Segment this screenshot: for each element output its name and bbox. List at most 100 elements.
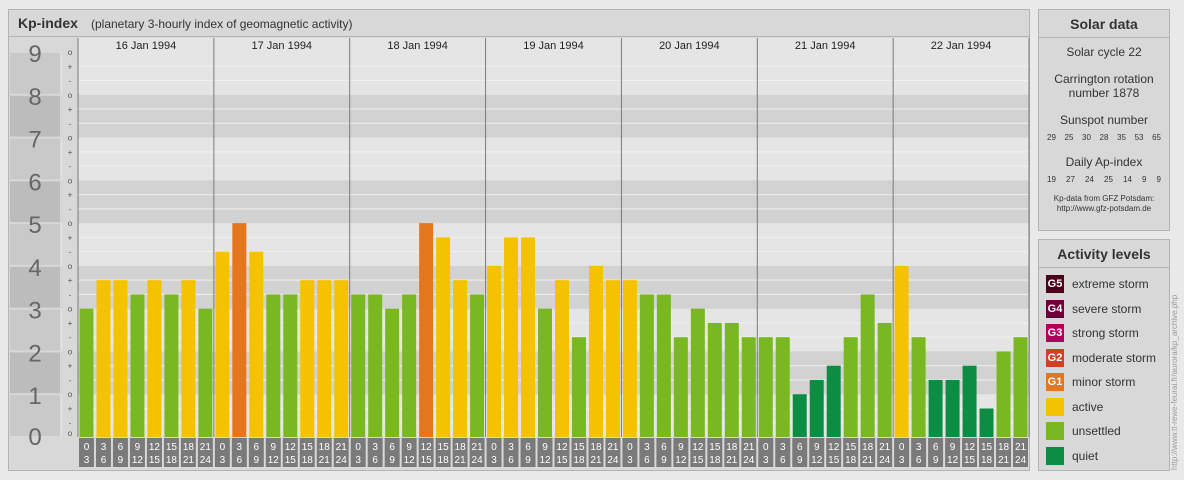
- data-source-link[interactable]: http://www.gfz-potsdam.de: [1056, 204, 1152, 213]
- hour-label-end: 3: [899, 455, 905, 466]
- day-label: 20 Jan 1994: [659, 40, 720, 52]
- hour-label-cell: [945, 438, 961, 467]
- hour-label-cell: [469, 438, 485, 467]
- kp-bar: [894, 265, 909, 437]
- hour-label-end: 6: [237, 455, 243, 466]
- hour-label-start: 0: [899, 442, 905, 453]
- solar-data-heading: Solar data: [1039, 10, 1169, 38]
- minor-mark: +: [68, 404, 73, 413]
- hour-label-cell: [809, 438, 825, 467]
- hour-label-cell: [843, 438, 859, 467]
- kp-bar: [249, 251, 264, 437]
- kp-bar: [996, 351, 1011, 437]
- sunspot-values: 29 25 30 28 35 53 65: [1039, 133, 1169, 142]
- activity-level-item: G1 minor storm: [1046, 372, 1135, 392]
- ap-value: 19: [1047, 175, 1056, 184]
- kp-band: [9, 265, 1029, 309]
- hour-label-cell: [384, 438, 400, 467]
- hour-label-cell: [605, 438, 621, 467]
- minor-mark: -: [69, 290, 72, 299]
- hour-label-end: 12: [268, 455, 280, 466]
- kp-band: [9, 180, 1029, 224]
- y-tick-label: 4: [28, 255, 41, 282]
- hour-label-end: 15: [421, 455, 433, 466]
- hour-label-cell: [792, 438, 808, 467]
- y-tick-label: 6: [28, 169, 41, 196]
- hour-label-cell: [197, 438, 213, 467]
- minor-mark: -: [69, 77, 72, 86]
- kp-bar: [538, 308, 552, 437]
- ap-values: 19 27 24 25 14 9 9: [1039, 175, 1169, 184]
- hour-label-cell: [79, 438, 94, 467]
- hour-label-end: 12: [539, 455, 551, 466]
- day-label: 19 Jan 1994: [523, 40, 584, 52]
- y-tick-label: 5: [28, 212, 41, 239]
- kp-bar: [317, 280, 332, 437]
- y-tick-label: 3: [28, 298, 41, 325]
- y-tick-cell: [10, 395, 60, 436]
- minor-mark: o: [68, 347, 73, 356]
- minor-mark: o: [68, 134, 73, 143]
- hour-label-start: 6: [525, 442, 531, 453]
- kp-bar: [775, 337, 790, 437]
- hour-label-start: 18: [726, 442, 738, 453]
- activity-level-label: unsettled: [1072, 424, 1121, 438]
- hour-label-start: 15: [709, 442, 721, 453]
- hour-label-start: 21: [743, 442, 755, 453]
- hour-label-start: 6: [118, 442, 124, 453]
- kp-bar: [690, 308, 705, 437]
- kp-bar: [521, 237, 536, 437]
- y-tick-cell: [10, 181, 60, 223]
- sunspot-value: 65: [1152, 133, 1161, 142]
- kp-band: [9, 223, 1029, 266]
- kp-bar: [436, 237, 451, 437]
- kp-bar: [571, 337, 586, 437]
- hour-label-start: 15: [302, 442, 314, 453]
- hour-label-cell: [962, 438, 978, 467]
- hour-label-end: 12: [404, 455, 416, 466]
- hour-label-cell: [282, 438, 298, 467]
- hour-label-start: 15: [438, 442, 450, 453]
- minor-mark: -: [69, 119, 72, 128]
- watermark-url: http://www.tt-rewe-feurai.fr/aurora/kp_a…: [1170, 294, 1179, 470]
- hour-label-cell: [520, 438, 536, 467]
- hour-label-cell: [112, 438, 128, 467]
- hour-label-cell: [435, 438, 451, 467]
- kp-bar: [588, 265, 603, 437]
- hour-label-start: 12: [828, 442, 840, 453]
- hour-label-start: 18: [319, 442, 331, 453]
- y-tick-label: 0: [28, 424, 41, 451]
- minor-mark: +: [68, 362, 73, 371]
- hour-label-end: 21: [319, 455, 331, 466]
- hour-label-end: 9: [797, 455, 803, 466]
- hour-label-end: 15: [964, 455, 976, 466]
- minor-mark: -: [69, 248, 72, 257]
- hour-label-cell: [877, 438, 893, 467]
- hour-label-start: 3: [508, 442, 514, 453]
- chart-title: Kp-index: [18, 15, 78, 31]
- hour-label-end: 21: [590, 455, 602, 466]
- hour-label-start: 15: [981, 442, 993, 453]
- hour-label-start: 18: [590, 442, 602, 453]
- hour-label-end: 18: [166, 455, 178, 466]
- minor-marks-column: [62, 38, 78, 469]
- minor-mark: +: [68, 191, 73, 200]
- activity-level-item: G3 strong storm: [1046, 323, 1139, 343]
- hour-label-end: 18: [845, 455, 857, 466]
- hour-label-end: 15: [556, 455, 568, 466]
- kp-bar: [164, 294, 179, 437]
- activity-level-item: unsettled: [1046, 421, 1121, 441]
- ap-value: 9: [1142, 175, 1147, 184]
- kp-bar: [673, 337, 688, 437]
- hour-label-cell: [503, 438, 519, 467]
- hour-label-end: 12: [675, 455, 687, 466]
- kp-bar: [826, 365, 841, 437]
- kp-bar: [877, 322, 892, 437]
- hour-label-end: 9: [933, 455, 939, 466]
- hour-label-cell: [95, 438, 111, 467]
- kp-band: [9, 394, 1029, 437]
- day-label: 16 Jan 1994: [116, 40, 177, 52]
- kp-bar: [402, 294, 417, 437]
- ap-value: 24: [1085, 175, 1094, 184]
- hour-label-start: 21: [472, 442, 484, 453]
